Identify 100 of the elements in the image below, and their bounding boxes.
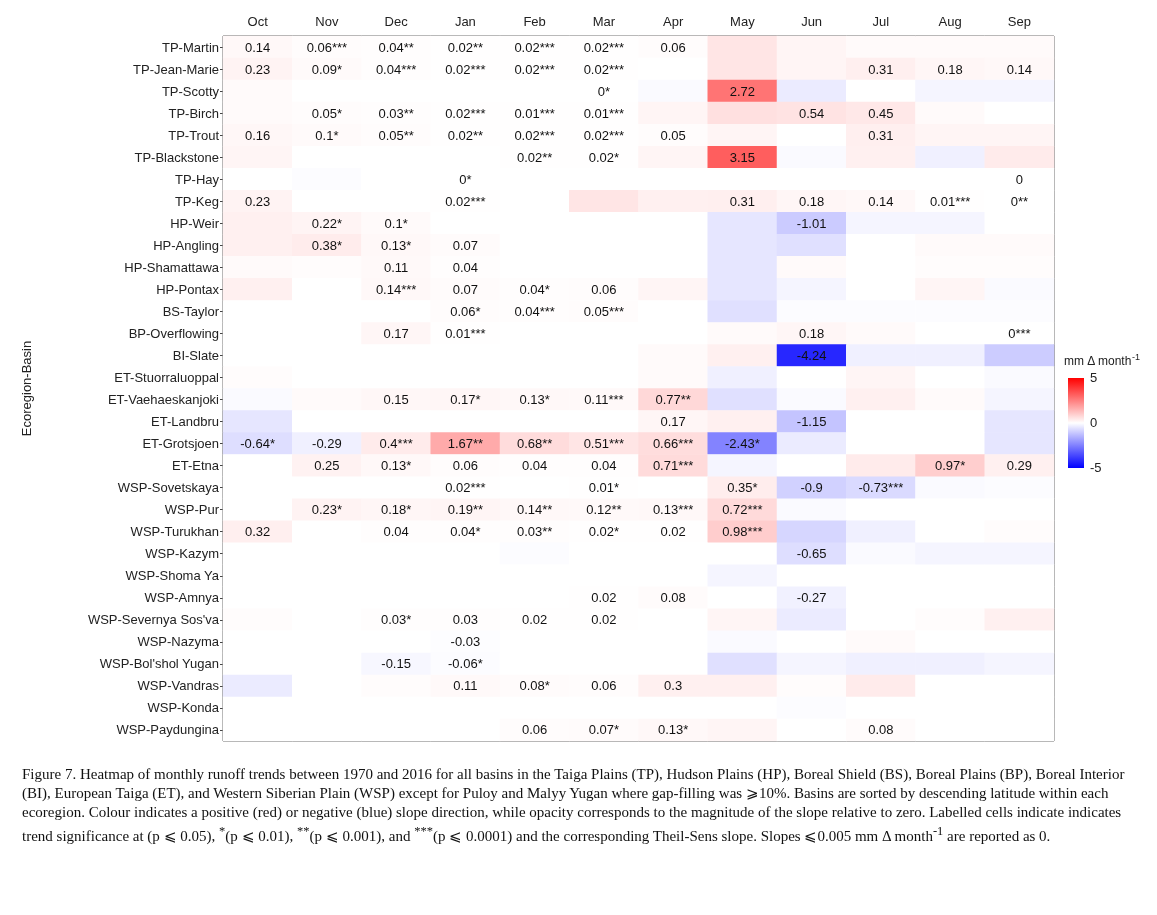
data-label: 0.04***: [514, 303, 555, 319]
data-label: 0.31: [868, 127, 894, 143]
data-label: 0.32: [244, 524, 271, 540]
data-label: 0.11: [383, 259, 409, 275]
data-label: 0.08: [660, 590, 686, 606]
data-label: 1.67**: [447, 436, 484, 452]
data-label: -1.15: [796, 414, 827, 430]
y-tick-label: ET-Grotsjoen: [142, 436, 219, 452]
x-tick-label: Jun: [801, 14, 823, 29]
data-label: 0.14: [1006, 61, 1033, 77]
data-label: 0.1*: [315, 127, 339, 143]
data-label: 0.17*: [450, 392, 481, 408]
data-label: 0.02*: [588, 149, 620, 165]
data-label: 0.13*: [519, 392, 550, 408]
data-label: -2.43*: [725, 436, 760, 452]
data-label: -0.29: [312, 436, 342, 452]
y-tick-label: WSP-Nazyma: [137, 634, 220, 650]
data-label: 0.02***: [445, 193, 486, 209]
data-label: 0.08: [868, 722, 894, 738]
data-label: 0.01***: [514, 105, 555, 121]
x-tick-label: Dec: [384, 14, 409, 29]
data-label: 0.13*: [380, 237, 412, 253]
data-label: 0.77**: [655, 392, 691, 408]
data-label: 0.03**: [378, 105, 414, 121]
text: Figure 7. Heatmap of monthly runoff trends between 1970 and 2016 for all basins in the Taiga Plains (TP), Hudson Plains (HP), Boreal Shield (BS), Boreal Plains (BP), Boreal Interior (BI), European Taiga (ET), and Western Siberian Plain (WSP) except for Puloy and Malyy Yugan where gap-filling was ⩾10%. Basins are sorted by descending latitude within each ecoregion. Colour indicates a positive (red) or negative (blue) slope direction, while opacity corresponds to the magnitude of the slope relative to zero. Labelled cells indicate indicates trend significance at (p ⩽ 0.05), $^{*}$(p ⩽ 0.01), $^{**}$(p ⩽ 0.001), and $^{***}$(p ⩽ 0.0001) and the corresponding Theil-Sens slope. Slopes ⩽0.005 mm Δ month$^{-1}$ are reported as 0.: [22, 766, 1125, 844]
data-label: 0.03: [452, 612, 479, 628]
y-tick-label: TP-Jean-Marie: [133, 61, 219, 77]
data-label: 0.17: [660, 414, 686, 430]
x-tick-label: Mar: [592, 14, 616, 29]
y-tick-label: BS-Taylor: [162, 303, 220, 319]
data-label: 0.09*: [311, 61, 343, 77]
data-label: 0.12**: [586, 502, 622, 518]
data-label: 0.02: [660, 524, 686, 540]
data-label: 0.06: [521, 722, 548, 738]
data-label: 0.11***: [584, 392, 624, 408]
data-label: 0***: [1008, 325, 1031, 341]
x-tick-label: Feb: [523, 14, 546, 29]
data-label: 0.02***: [514, 39, 555, 55]
data-label: 0.18: [798, 193, 825, 209]
data-label: 0.71***: [652, 458, 694, 474]
data-label: 0.06: [452, 458, 479, 474]
data-label: 3.15: [729, 149, 756, 165]
data-label: 0.06*: [450, 303, 481, 319]
y-tick-label: WSP-Shoma Ya: [125, 568, 220, 584]
y-tick-label: WSP-Konda: [147, 700, 220, 716]
data-label: 0.18: [798, 325, 825, 341]
data-label: 0.02***: [514, 61, 555, 77]
data-label: 0.03*: [380, 612, 412, 628]
data-label: 0.04**: [378, 39, 414, 55]
data-label: 0.14**: [516, 502, 553, 518]
y-tick-label: WSP-Amnya: [144, 590, 220, 606]
y-tick-label: WSP-Severnya Sos'va: [87, 612, 220, 628]
data-label: 0.17: [383, 325, 409, 341]
data-label: 0.02: [591, 590, 617, 606]
data-label: -0.73***: [858, 480, 904, 496]
y-axis-title: Ecoregion-Basin: [19, 340, 34, 437]
data-label: 0.31: [729, 193, 756, 209]
y-tick-label: ET-Landbru: [151, 414, 219, 430]
color-bar-label: 0: [1090, 415, 1098, 430]
data-label: 0.02: [521, 612, 548, 628]
data-label: 0.14: [244, 39, 271, 55]
data-label: 0.04***: [375, 61, 417, 77]
data-label: 0.22*: [311, 215, 343, 231]
data-label: 0.06: [591, 281, 617, 297]
y-tick-label: WSP-Turukhan: [130, 524, 219, 540]
data-label: 0.02***: [445, 105, 486, 121]
data-label: 0: [1015, 171, 1023, 187]
y-tick-label: TP-Trout: [168, 127, 220, 143]
y-tick-label: WSP-Paydungina: [116, 722, 220, 738]
data-label: 0.3: [664, 678, 683, 694]
data-label: 0.16: [244, 127, 271, 143]
data-label: 0.01***: [445, 325, 486, 341]
data-label: 0.08*: [519, 678, 550, 694]
data-label: 0.35*: [727, 480, 758, 496]
data-label: 0.18: [937, 61, 963, 77]
data-label: 0.05*: [311, 105, 343, 121]
data-label: 0.97*: [934, 458, 966, 474]
data-label: 0.05: [660, 127, 686, 143]
data-label: -0.06*: [448, 656, 483, 672]
y-tick-label: TP-Hay: [174, 171, 220, 187]
data-label: 0.98***: [722, 524, 763, 540]
data-label: 0.07: [452, 281, 479, 297]
y-tick-label: HP-Shamattawa: [124, 259, 220, 275]
data-label: 0.23: [244, 61, 271, 77]
data-label: 0.51***: [583, 436, 625, 452]
y-tick-label: WSP-Pur: [164, 502, 220, 518]
data-label: 0.04: [383, 524, 409, 540]
data-label: 0.04: [452, 259, 479, 275]
y-tick-label: HP-Angling: [153, 237, 219, 253]
data-label: 0.02**: [447, 127, 484, 143]
color-bar-label: 5: [1090, 370, 1098, 385]
y-tick-label: WSP-Kazym: [145, 546, 219, 562]
data-label: 0.04: [591, 458, 617, 474]
data-label: 0.02***: [583, 127, 625, 143]
color-bar-label: -5: [1090, 460, 1102, 475]
y-tick-label: TP-Martin: [161, 39, 219, 55]
data-label: -0.27: [796, 590, 827, 606]
data-label: 0.04: [521, 458, 548, 474]
data-label: 0.02: [591, 612, 617, 628]
data-label: 0.01***: [583, 105, 625, 121]
